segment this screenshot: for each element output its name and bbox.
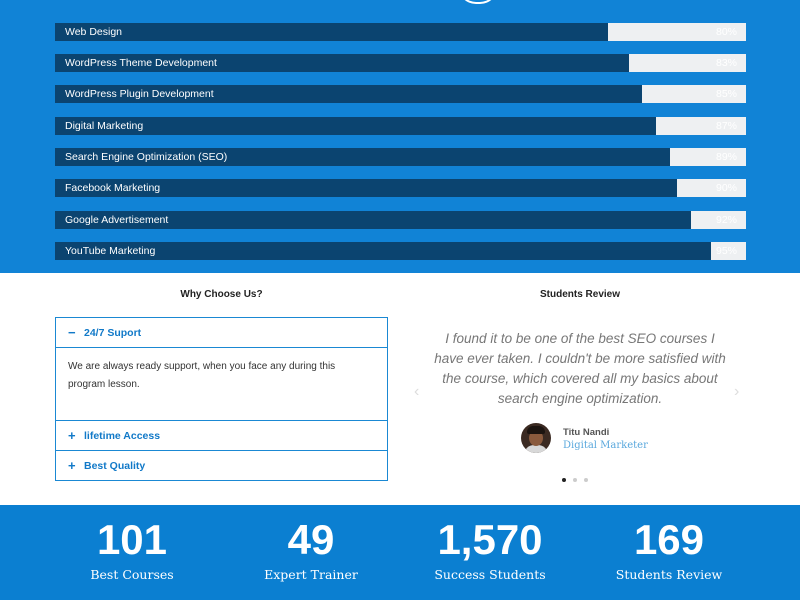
skill-bar: YouTube Marketing 95% <box>55 242 746 260</box>
skill-label: Digital Marketing <box>65 120 144 132</box>
carousel-dot[interactable] <box>584 478 588 482</box>
accordion-item-best-quality[interactable]: + Best Quality <box>56 451 387 480</box>
skill-bar: Facebook Marketing 90% <box>55 179 746 197</box>
skill-label: Search Engine Optimization (SEO) <box>65 151 228 163</box>
plus-icon: + <box>68 458 76 473</box>
accordion-item-support[interactable]: − 24/7 Suport <box>56 318 387 347</box>
why-choose-us-title: Why Choose Us? <box>180 289 263 300</box>
skill-bar-fill <box>55 23 608 41</box>
skill-bar: WordPress Plugin Development 85% <box>55 85 746 103</box>
accordion-item-title: Best Quality <box>84 459 146 472</box>
skill-bar-fill <box>55 85 643 103</box>
skill-bar-fill <box>55 179 677 197</box>
skill-bar: Digital Marketing 87% <box>55 117 746 135</box>
stat-number: 49 <box>287 516 335 563</box>
skill-percent: 89% <box>715 151 737 163</box>
carousel-next-arrow-icon[interactable]: › <box>734 383 740 400</box>
skill-percent: 87% <box>715 120 737 132</box>
divider <box>56 450 387 451</box>
stat-label: Students Review <box>615 567 723 582</box>
faq-accordion: − 24/7 Suport We are always ready suppor… <box>55 317 388 481</box>
skill-bar-fill <box>55 117 657 135</box>
accordion-item-title: lifetime Access <box>84 429 161 442</box>
skill-label: Facebook Marketing <box>65 182 161 194</box>
skill-bar-fill <box>55 54 629 72</box>
skill-bar: Web Design 80% <box>55 23 746 41</box>
stat-label: Best Courses <box>90 567 174 582</box>
reviewer-name: Titu Nandi <box>563 427 610 438</box>
stats-section: 101 Best Courses 49 Expert Trainer 1,570… <box>0 505 800 600</box>
stat-number: 1,570 <box>437 516 543 563</box>
skill-label: Google Advertisement <box>65 214 169 226</box>
carousel-dot[interactable] <box>573 478 577 482</box>
skill-bar-fill <box>55 242 712 260</box>
skill-label: Web Design <box>65 26 123 38</box>
divider <box>56 347 387 348</box>
info-section: Why Choose Us? Students Review − 24/7 Su… <box>0 273 800 505</box>
skill-percent: 90% <box>715 182 737 194</box>
stat-label: Expert Trainer <box>264 567 358 582</box>
avatar <box>521 423 551 453</box>
stat-number: 101 <box>96 516 168 563</box>
stat-number: 169 <box>633 516 705 563</box>
skill-percent: 80% <box>715 26 737 38</box>
skill-percent: 95% <box>715 245 737 257</box>
skill-percent: 85% <box>715 88 737 100</box>
carousel-dot[interactable] <box>562 478 566 482</box>
carousel-dots <box>562 478 588 482</box>
skills-section: Web Design 80% WordPress Theme Developme… <box>0 0 800 273</box>
review-quote: I found it to be one of the best SEO cou… <box>434 331 726 406</box>
accordion-item-title: 24/7 Suport <box>84 326 142 339</box>
accordion-item-lifetime-access[interactable]: + lifetime Access <box>56 421 387 450</box>
divider <box>56 420 387 421</box>
skill-label: WordPress Theme Development <box>65 57 217 69</box>
accordion-item-body: We are always ready support, when you fa… <box>68 361 336 390</box>
skill-bar: Google Advertisement 92% <box>55 211 746 229</box>
skill-bar: WordPress Theme Development 83% <box>55 54 746 72</box>
skill-bar-fill <box>55 148 670 166</box>
skill-percent: 83% <box>715 57 737 69</box>
decorative-arc <box>458 0 498 4</box>
carousel-prev-arrow-icon[interactable]: ‹ <box>414 383 420 400</box>
skill-label: YouTube Marketing <box>65 245 156 257</box>
stat-label: Success Students <box>434 567 546 582</box>
skill-bar-fill <box>55 211 691 229</box>
minus-icon: − <box>68 325 76 340</box>
skill-bar: Search Engine Optimization (SEO) 89% <box>55 148 746 166</box>
students-review-title: Students Review <box>539 289 621 300</box>
plus-icon: + <box>68 428 76 443</box>
reviewer-role: Digital Marketer <box>563 440 648 451</box>
skill-label: WordPress Plugin Development <box>65 88 214 100</box>
skill-percent: 92% <box>715 214 737 226</box>
